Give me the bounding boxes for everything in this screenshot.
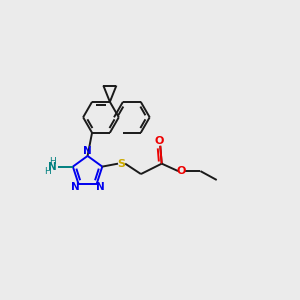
Text: H: H xyxy=(44,167,50,176)
Text: O: O xyxy=(154,136,164,146)
Text: N: N xyxy=(83,146,92,157)
Text: N: N xyxy=(48,162,56,172)
Text: S: S xyxy=(118,159,126,169)
Text: H: H xyxy=(49,157,56,166)
Text: N: N xyxy=(96,182,105,193)
Text: N: N xyxy=(70,182,79,193)
Text: O: O xyxy=(177,166,186,176)
